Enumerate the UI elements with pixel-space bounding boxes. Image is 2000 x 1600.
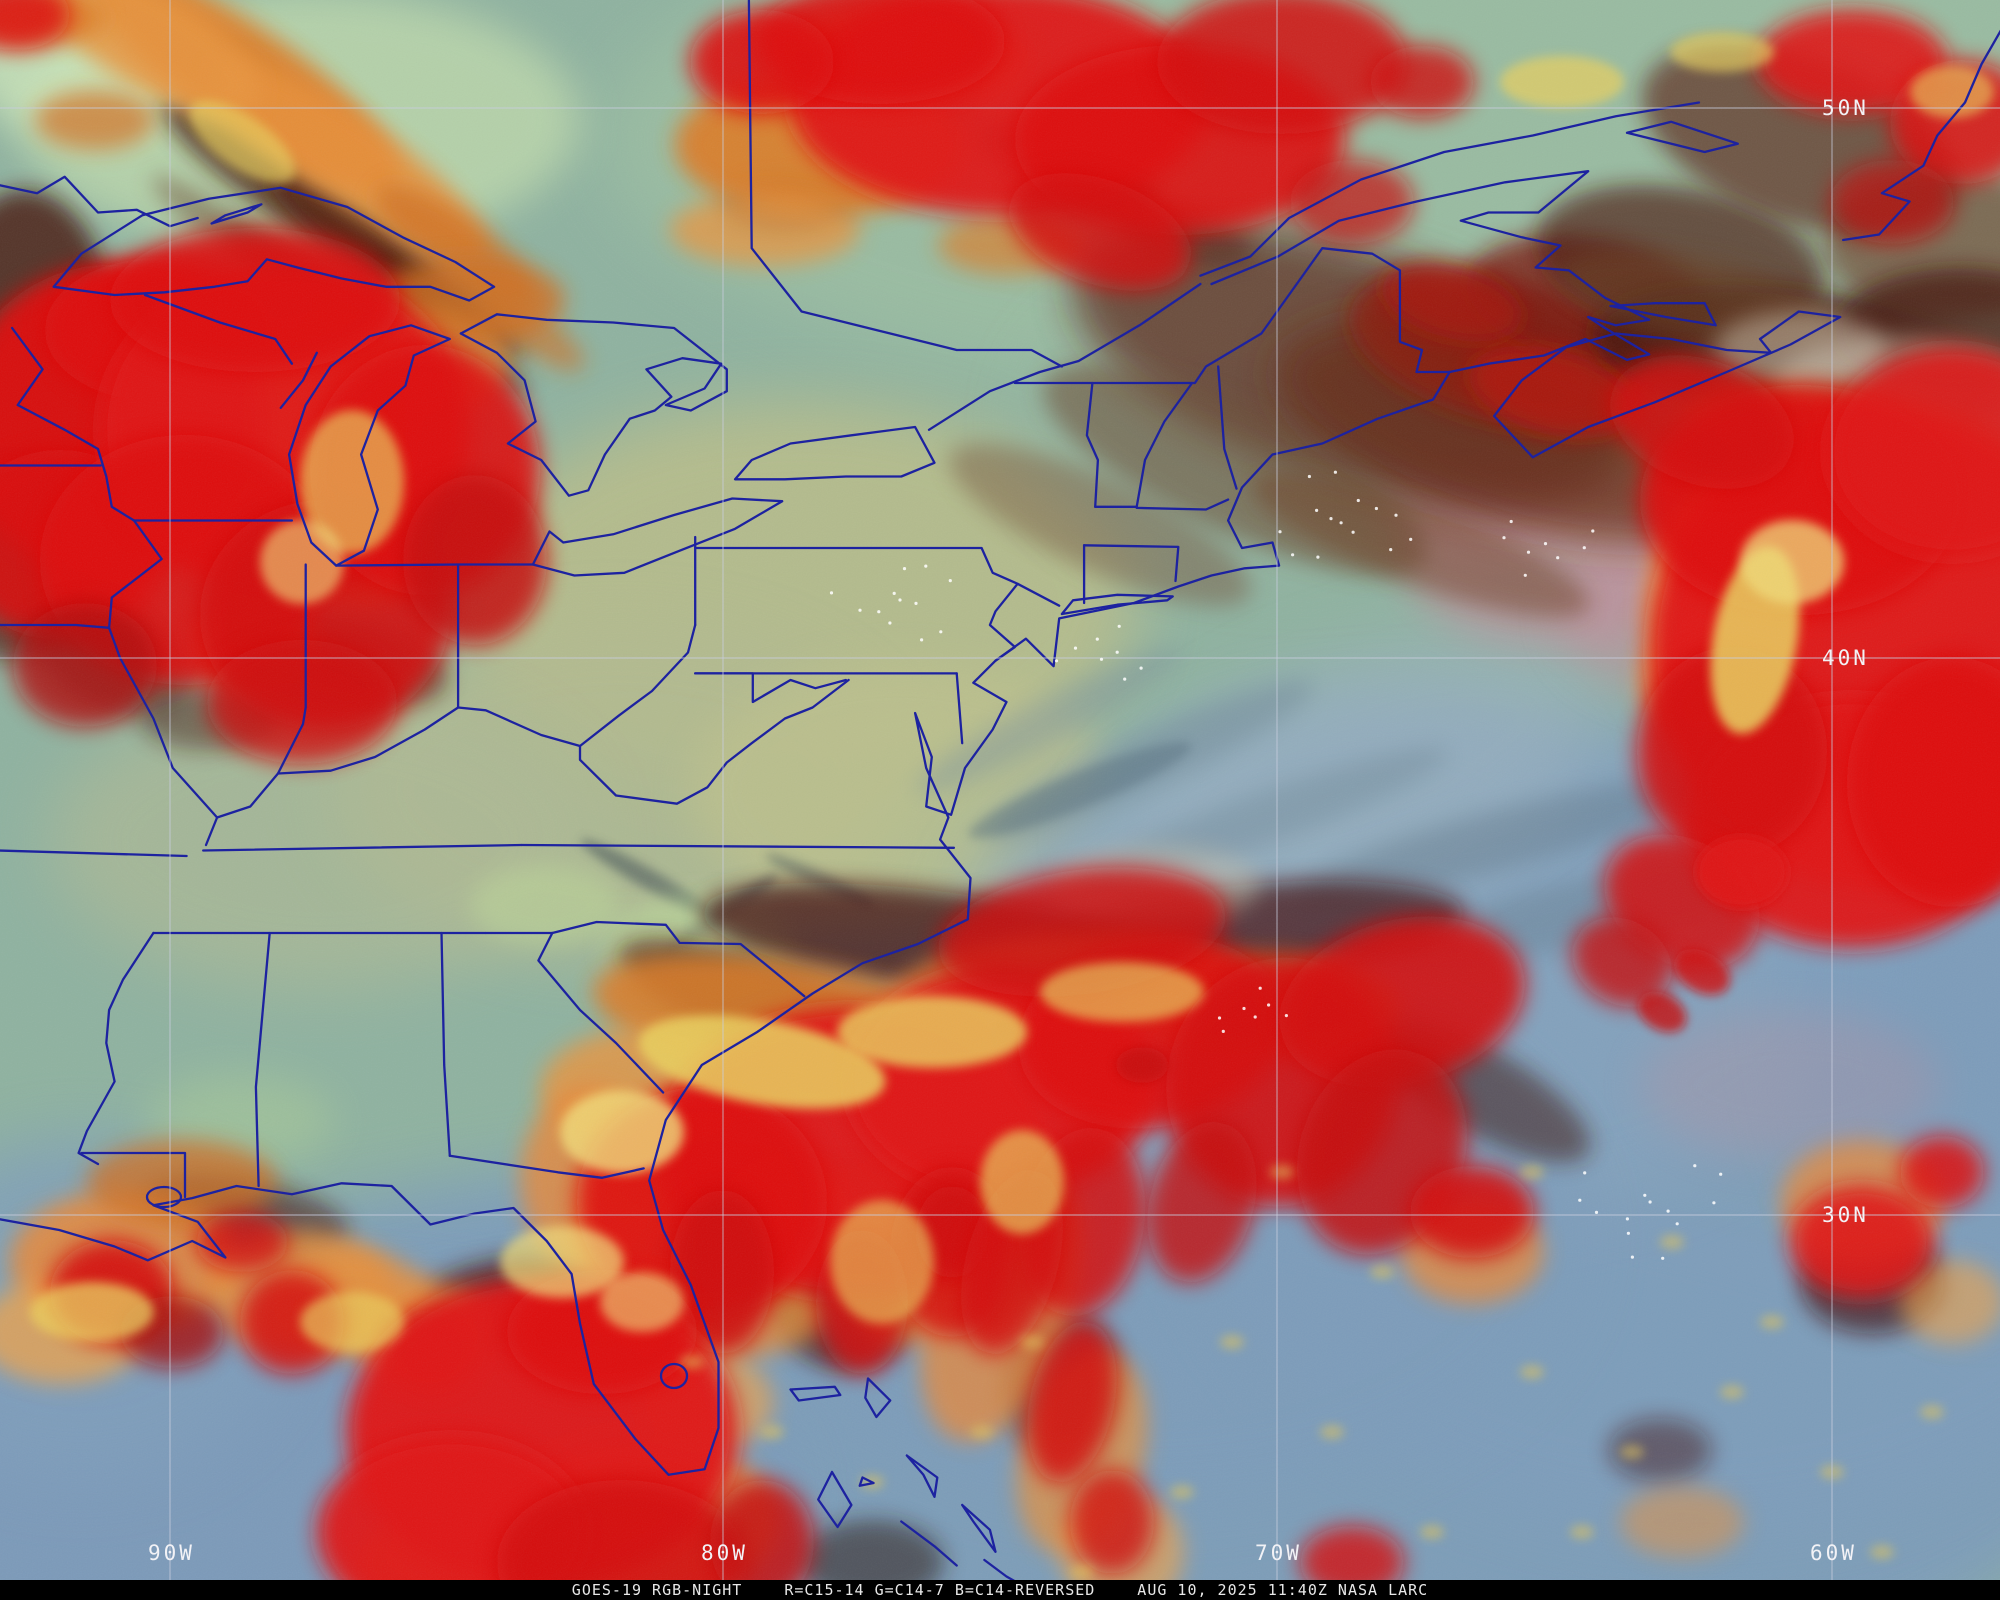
status-product: GOES-19 RGB-NIGHT bbox=[571, 1581, 743, 1599]
lat-label-40n: 40N bbox=[1822, 646, 1869, 670]
lat-label-50n: 50N bbox=[1822, 96, 1869, 120]
status-timestamp: AUG 10, 2025 11:40Z NASA LARC bbox=[1137, 1581, 1429, 1599]
lon-label-60w: 60W bbox=[1810, 1541, 1857, 1565]
lon-label-70w: 70W bbox=[1255, 1541, 1302, 1565]
lat-label-30n: 30N bbox=[1822, 1203, 1869, 1227]
lon-label-90w: 90W bbox=[148, 1541, 195, 1565]
latlon-labels: 50N 40N 30N 90W 80W 70W 60W bbox=[148, 96, 1869, 1565]
status-recipe: R=C15-14 G=C14-7 B=C14-REVERSED bbox=[784, 1581, 1096, 1599]
status-bar: GOES-19 RGB-NIGHT R=C15-14 G=C14-7 B=C14… bbox=[0, 1580, 2000, 1600]
white-speckles bbox=[829, 470, 1723, 1260]
lon-label-80w: 80W bbox=[701, 1541, 748, 1565]
